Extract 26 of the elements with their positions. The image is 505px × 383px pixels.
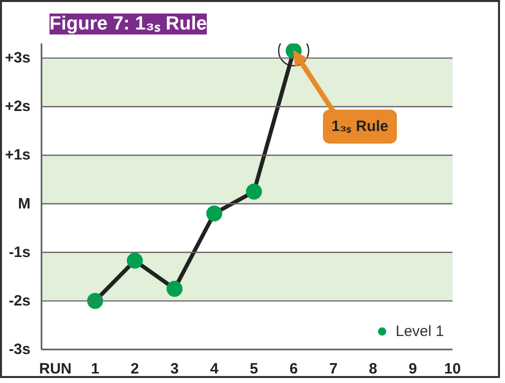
x-tick-label: 1	[90, 360, 100, 378]
y-tick-label: +1s	[5, 146, 31, 164]
y-tick-label: -1s	[8, 244, 31, 261]
point	[126, 252, 143, 269]
legend-label: Level 1	[396, 322, 444, 340]
x-tick-label: 7	[329, 360, 338, 378]
point	[87, 292, 104, 309]
point	[166, 280, 183, 297]
annotation: 1₃ₛ Rule	[331, 118, 388, 136]
chart-title: Figure 7: 1₃ₛ Rule	[50, 14, 207, 34]
y-tick-label: M	[18, 195, 31, 212]
x-tick-label: 9	[408, 360, 417, 378]
x-tick-label: 6	[289, 360, 298, 378]
x-tick-label: 4	[210, 360, 220, 378]
x-tick-label: 5	[250, 360, 258, 378]
point	[246, 184, 262, 200]
point	[206, 206, 222, 222]
y-tick-label: +2s	[5, 98, 31, 116]
x-tick-label: 3	[170, 360, 179, 378]
y-tick-label: -2s	[8, 292, 31, 310]
x-tick-label: 2	[130, 360, 139, 378]
y-tick-label: -3s	[8, 341, 31, 358]
x-tick-label: RUN	[39, 360, 72, 378]
x-tick-label: 8	[368, 360, 378, 378]
x-tick-label: 10	[444, 360, 461, 378]
y-tick-label: +3s	[5, 50, 31, 67]
